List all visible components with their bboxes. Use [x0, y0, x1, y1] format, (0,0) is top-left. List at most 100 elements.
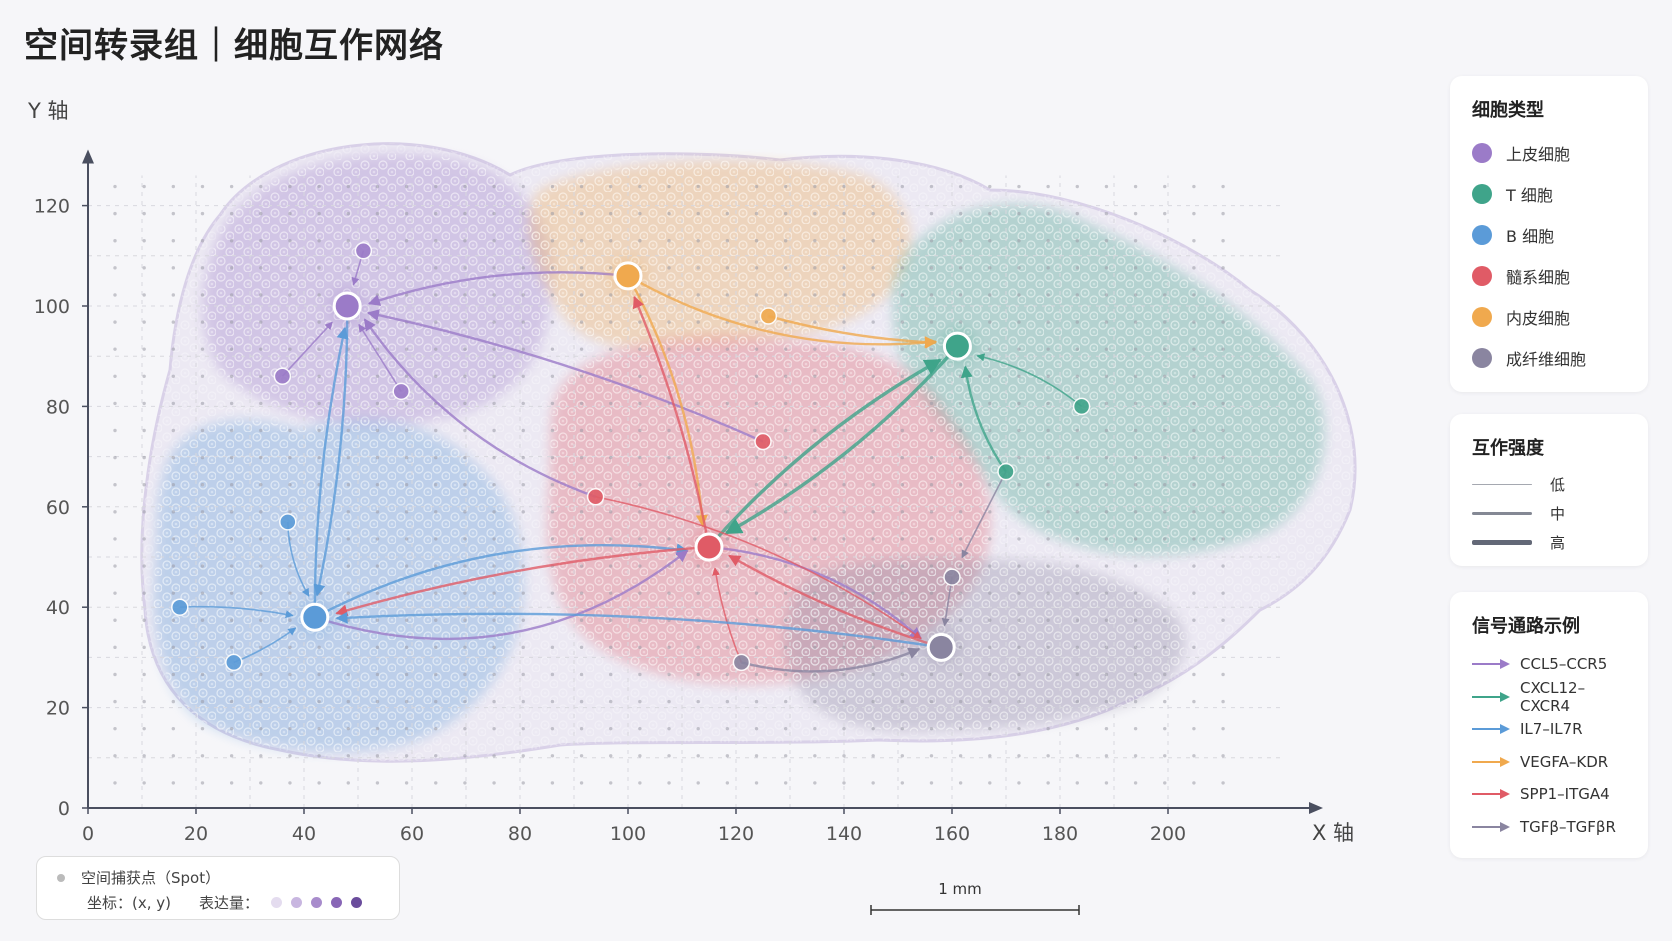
capture-spot: [609, 754, 613, 758]
y-tick-label: 80: [46, 396, 70, 418]
capture-spot: [1221, 184, 1225, 189]
interaction-arrow: [313, 305, 349, 597]
capture-spot: [609, 239, 613, 243]
capture-spot: [900, 184, 905, 189]
capture-spot: [725, 645, 730, 650]
capture-spot: [1075, 781, 1079, 785]
capture-spot: [1046, 510, 1050, 514]
capture-spot: [171, 211, 176, 216]
capture-spot: [754, 347, 759, 351]
cell-spot: [279, 513, 297, 531]
cell-type-legend-item: 髓系细胞: [1472, 255, 1626, 296]
strength-legend-item: 高: [1472, 528, 1626, 557]
capture-spot: [754, 483, 759, 487]
capture-spot: [142, 781, 146, 785]
capture-spot: [492, 510, 496, 514]
capture-spot: [754, 320, 759, 324]
capture-spot: [317, 374, 321, 378]
capture-spot: [1163, 754, 1167, 758]
capture-spot: [871, 266, 875, 270]
capture-spot: [229, 455, 234, 460]
capture-spot: [550, 347, 555, 351]
capture-spot: [900, 266, 905, 270]
capture-spot: [1046, 401, 1050, 406]
capture-spot: [492, 781, 496, 785]
y-axis-label: Y 轴: [27, 99, 69, 123]
capture-spot: [1104, 564, 1109, 568]
capture-spot: [521, 564, 525, 568]
cell-spot: [759, 307, 778, 325]
capture-spot: [1133, 537, 1138, 541]
capture-spot: [550, 239, 555, 243]
spot-marker-icon: [57, 873, 65, 882]
capture-spot: [259, 428, 263, 433]
capture-spot: [229, 184, 234, 189]
capture-spot: [667, 374, 671, 378]
capture-spot: [1075, 510, 1079, 514]
capture-spot: [229, 483, 234, 487]
hub-node: [694, 532, 724, 562]
capture-spot: [463, 483, 467, 487]
capture-spot: [229, 211, 234, 216]
capture-spot: [550, 645, 555, 650]
capture-spot: [929, 184, 934, 189]
capture-spot: [609, 726, 613, 731]
cell-spot: [225, 653, 243, 672]
capture-spot: [1192, 699, 1196, 704]
capture-spot: [725, 374, 730, 378]
capture-spot: [696, 455, 700, 460]
capture-spot: [229, 401, 234, 406]
capture-spot: [988, 374, 992, 378]
capture-spot: [813, 293, 817, 297]
capture-spot: [375, 374, 380, 378]
capture-spot: [1104, 455, 1109, 460]
capture-spot: [200, 428, 205, 433]
capture-spot: [1221, 699, 1225, 704]
capture-spot: [404, 699, 409, 704]
capture-spot: [434, 618, 438, 622]
capture-spot: [1046, 455, 1050, 460]
capture-spot: [550, 320, 555, 324]
capture-spot: [1017, 699, 1021, 704]
capture-spot: [842, 211, 846, 216]
capture-spot: [1017, 320, 1021, 324]
capture-spot: [958, 483, 963, 487]
capture-spot: [638, 699, 642, 704]
capture-spot: [259, 266, 263, 270]
capture-spot: [404, 645, 409, 650]
capture-spot: [404, 564, 409, 568]
capture-spot: [113, 781, 117, 785]
cell-type-legend-item: 上皮细胞: [1472, 132, 1626, 173]
capture-spot: [1192, 293, 1196, 297]
capture-spot: [696, 699, 700, 704]
capture-spot: [113, 320, 117, 324]
capture-spot: [521, 537, 525, 541]
capture-spot: [667, 347, 671, 351]
capture-spot: [288, 754, 292, 758]
capture-spot: [609, 184, 613, 189]
capture-spot: [1104, 293, 1109, 297]
capture-spot: [1075, 347, 1079, 351]
capture-spot: [900, 591, 905, 595]
capture-spot: [492, 483, 496, 487]
capture-spot: [842, 483, 846, 487]
capture-spot: [404, 483, 409, 487]
capture-spot: [988, 184, 992, 189]
capture-spot: [1133, 618, 1138, 622]
capture-spot: [900, 672, 905, 677]
capture-spot: [521, 645, 525, 650]
cell-spot: [586, 488, 605, 506]
capture-spot: [1221, 781, 1225, 785]
capture-spot: [1221, 591, 1225, 595]
capture-spot: [1163, 211, 1167, 216]
cell-type-legend-item: T 细胞: [1472, 173, 1626, 214]
capture-spot: [579, 699, 584, 704]
capture-spot: [871, 564, 875, 568]
capture-spot: [1163, 537, 1167, 541]
capture-spot: [142, 618, 146, 622]
capture-spot: [609, 645, 613, 650]
capture-spot: [550, 184, 555, 189]
capture-spot: [1104, 483, 1109, 487]
capture-spot: [696, 781, 700, 785]
capture-spot: [492, 591, 496, 595]
